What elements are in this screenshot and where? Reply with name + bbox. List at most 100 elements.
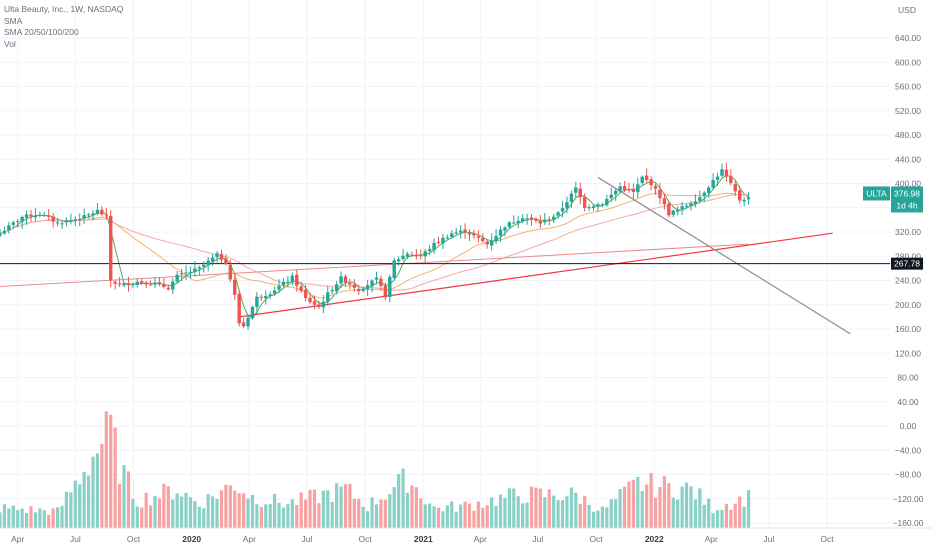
volume-bar — [180, 496, 184, 528]
candle-body — [454, 232, 458, 234]
candle-body — [95, 209, 100, 214]
volume-bar — [16, 510, 20, 528]
volume-bar — [370, 497, 374, 528]
time-axis: Apr Jul Oct 2020 Apr Jul Oct 2021 Apr Jul Oct 2022 A… — [0, 527, 932, 544]
candle-body — [560, 208, 565, 212]
volume-bar — [428, 503, 432, 528]
volume-bar — [242, 493, 246, 528]
volume-bar — [171, 499, 175, 528]
candle-body — [290, 275, 295, 283]
candle-body — [379, 278, 383, 286]
candle-body — [55, 222, 60, 224]
candle-body — [277, 286, 281, 290]
volume-bar — [454, 511, 458, 528]
volume-bars — [0, 411, 751, 528]
price-tick-label: 160.00 — [895, 324, 921, 334]
candle-body — [525, 218, 529, 220]
volume-bar — [379, 499, 383, 528]
candle-body — [86, 214, 91, 216]
candle-body — [171, 281, 175, 290]
legend-title[interactable]: Ulta Beauty, Inc., 1W, NASDAQ — [4, 4, 124, 14]
time-tick-label: Apr — [243, 534, 256, 544]
volume-bar — [627, 481, 631, 528]
volume-bar — [543, 497, 547, 528]
volume-bar — [552, 495, 556, 528]
candle-body — [658, 189, 662, 199]
volume-bar — [135, 506, 139, 528]
candle-body — [711, 179, 715, 188]
candle-body — [529, 217, 534, 220]
candle-body — [148, 284, 153, 286]
candle-body — [206, 260, 210, 265]
volume-bar — [273, 493, 277, 528]
candle-body — [7, 225, 11, 231]
price-tick-label: 640.00 — [895, 33, 921, 43]
candle-body — [388, 276, 392, 298]
time-tick-label: 2020 — [182, 534, 201, 544]
volume-bar — [339, 486, 343, 528]
candle-body — [51, 216, 55, 222]
candle-body — [392, 260, 396, 278]
volume-bar — [304, 499, 308, 528]
volume-bar — [467, 503, 472, 528]
price-tick-label: −40.00 — [895, 445, 922, 455]
candle-body — [737, 190, 742, 201]
price-tick-label: 480.00 — [895, 130, 921, 140]
volume-bar — [348, 483, 352, 528]
time-tick-label: Apr — [474, 534, 487, 544]
price-axis-bg — [890, 0, 932, 550]
volume-bar — [312, 489, 317, 528]
time-tick-label: Jul — [301, 534, 312, 544]
candle-body — [543, 219, 547, 223]
volume-bar — [521, 503, 525, 528]
volume-bar — [742, 506, 746, 528]
volume-bar — [529, 486, 534, 528]
volume-bar — [609, 499, 613, 528]
volume-bar — [432, 506, 436, 528]
candle-body — [644, 175, 649, 180]
legend-ma[interactable]: SMA — [4, 15, 23, 26]
candle-body — [144, 282, 148, 285]
legend-volume[interactable]: Vol — [4, 38, 16, 49]
candle-body — [91, 213, 95, 216]
volume-bar — [490, 497, 494, 528]
volume-bar — [33, 512, 38, 528]
volume-bar — [357, 498, 361, 528]
volume-bar — [299, 492, 303, 528]
volume-bar — [414, 487, 418, 528]
candle-body — [357, 288, 361, 292]
volume-bar — [211, 496, 215, 528]
volume-bar — [264, 504, 268, 528]
candle-body — [476, 236, 481, 238]
volume-bar — [233, 490, 237, 528]
candle-body — [538, 220, 543, 224]
volume-bar — [538, 488, 542, 528]
price-tick-label: 280.00 — [895, 251, 921, 261]
volume-bar — [24, 513, 29, 528]
volume-bar — [738, 496, 742, 528]
candle-body — [219, 253, 224, 260]
volume-bar — [450, 501, 454, 528]
volume-bar — [82, 471, 86, 528]
volume-bar — [494, 505, 498, 528]
candle-body — [441, 237, 445, 244]
candle-body — [405, 253, 410, 257]
candle-body — [153, 282, 157, 285]
volume-bar — [290, 499, 294, 528]
candle-body — [162, 284, 166, 287]
candle-body — [534, 218, 538, 221]
candles — [0, 162, 751, 330]
volume-bar — [193, 501, 197, 528]
volume-bar — [631, 479, 635, 528]
volume-bar — [202, 508, 206, 528]
candle-body — [343, 276, 348, 283]
volume-bar — [281, 507, 286, 528]
candle-body — [295, 274, 299, 286]
candle-body — [410, 254, 414, 256]
candle-body — [481, 238, 485, 242]
time-tick-label: Apr — [11, 534, 24, 544]
price-tick-label: 200.00 — [895, 300, 921, 310]
legend-sma[interactable]: SMA 20/50/100/200 — [4, 27, 79, 37]
